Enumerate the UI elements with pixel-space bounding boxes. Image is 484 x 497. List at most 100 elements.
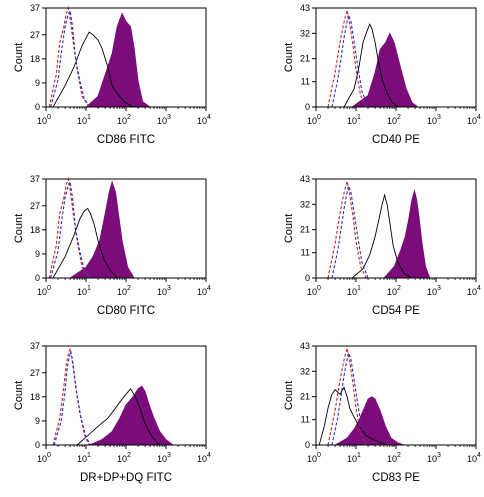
x-tick-exponent: 1 — [357, 114, 361, 121]
filled-histogram — [68, 180, 135, 279]
y-tick-label: 0 — [35, 273, 40, 283]
x-tick-base: 10 — [307, 454, 317, 464]
y-tick-label: 43 — [300, 174, 310, 184]
x-tick-base: 10 — [157, 454, 167, 464]
x-tick-base: 10 — [427, 454, 437, 464]
y-tick-label: 21 — [300, 392, 310, 402]
x-tick-exponent: 2 — [127, 285, 131, 292]
y-tick-label: 32 — [300, 199, 310, 209]
x-axis-label: DR+DP+DQ FITC — [80, 472, 172, 484]
x-axis-label: CD83 PE — [372, 472, 420, 484]
x-axis-label: CD86 FITC — [97, 134, 155, 146]
x-tick-label: 100 — [307, 285, 321, 297]
x-tick-exponent: 4 — [477, 285, 481, 292]
x-tick-base: 10 — [387, 454, 397, 464]
y-tick-label: 21 — [300, 54, 310, 64]
x-tick-exponent: 2 — [397, 114, 401, 121]
y-tick-label: 9 — [35, 78, 40, 88]
y-axis-label: Count — [283, 214, 295, 243]
x-tick-label: 101 — [77, 114, 91, 126]
x-tick-exponent: 3 — [167, 114, 171, 121]
y-tick-label: 11 — [301, 77, 310, 87]
x-tick-exponent: 3 — [437, 114, 441, 121]
y-tick-label: 18 — [30, 392, 40, 402]
x-tick-label: 101 — [347, 285, 361, 297]
x-tick-base: 10 — [427, 287, 437, 297]
x-tick-exponent: 2 — [127, 114, 131, 121]
dashed-histogram — [52, 346, 90, 446]
x-tick-exponent: 1 — [87, 285, 91, 292]
open-histogram — [52, 31, 134, 108]
x-tick-label: 100 — [307, 452, 321, 464]
x-tick-label: 100 — [37, 285, 51, 297]
x-tick-base: 10 — [347, 287, 357, 297]
y-tick-label: 9 — [35, 416, 40, 426]
y-tick-label: 37 — [30, 174, 40, 184]
filled-histogram — [89, 385, 175, 446]
filled-histogram — [46, 12, 152, 108]
plot-frame — [315, 345, 477, 446]
x-tick-base: 10 — [467, 454, 477, 464]
x-tick-exponent: 1 — [357, 452, 361, 459]
x-tick-label: 103 — [427, 285, 441, 297]
dashed-histogram — [327, 181, 367, 279]
x-tick-label: 104 — [467, 285, 481, 297]
dashed-histogram — [50, 8, 92, 108]
x-tick-base: 10 — [77, 116, 87, 126]
y-tick-label: 18 — [30, 225, 40, 235]
y-tick-label: 0 — [305, 273, 310, 283]
x-tick-exponent: 0 — [317, 452, 321, 459]
y-tick-label: 0 — [305, 440, 310, 450]
y-tick-label: 37 — [30, 341, 40, 351]
x-tick-label: 103 — [427, 114, 441, 126]
x-tick-exponent: 1 — [87, 114, 91, 121]
x-tick-exponent: 3 — [437, 285, 441, 292]
x-tick-base: 10 — [117, 116, 127, 126]
x-tick-exponent: 0 — [317, 114, 321, 121]
x-tick-base: 10 — [37, 287, 47, 297]
y-tick-label: 11 — [301, 415, 310, 425]
open-histogram — [351, 193, 413, 279]
x-tick-exponent: 4 — [477, 114, 481, 121]
y-axis-label: Count — [13, 43, 25, 72]
open-histogram — [343, 22, 400, 108]
x-axis-label: CD40 PE — [372, 134, 420, 146]
y-axis-label: Count — [283, 43, 295, 72]
x-tick-exponent: 1 — [357, 285, 361, 292]
dashed-histogram — [327, 10, 367, 108]
x-tick-base: 10 — [387, 116, 397, 126]
x-tick-exponent: 2 — [127, 452, 131, 459]
x-tick-base: 10 — [427, 116, 437, 126]
y-tick-label: 18 — [30, 54, 40, 64]
y-tick-label: 21 — [300, 225, 310, 235]
x-tick-exponent: 0 — [317, 285, 321, 292]
filled-histogram — [383, 188, 431, 279]
x-tick-label: 102 — [117, 114, 131, 126]
y-tick-label: 43 — [300, 3, 310, 13]
x-tick-label: 103 — [157, 285, 171, 297]
x-tick-base: 10 — [37, 116, 47, 126]
x-tick-base: 10 — [77, 287, 87, 297]
x-tick-base: 10 — [467, 116, 477, 126]
x-tick-label: 101 — [77, 285, 91, 297]
y-tick-label: 32 — [300, 28, 310, 38]
x-tick-label: 100 — [37, 452, 51, 464]
x-tick-label: 102 — [117, 452, 131, 464]
x-tick-label: 103 — [157, 114, 171, 126]
dashed-histogram — [53, 351, 92, 446]
x-tick-base: 10 — [387, 287, 397, 297]
x-tick-base: 10 — [347, 454, 357, 464]
dashed-histogram — [327, 348, 367, 446]
filled-histogram — [350, 32, 419, 108]
open-histogram — [318, 386, 388, 446]
y-tick-label: 27 — [30, 368, 40, 378]
x-tick-exponent: 4 — [207, 452, 211, 459]
y-tick-label: 32 — [300, 366, 310, 376]
x-tick-exponent: 4 — [207, 114, 211, 121]
x-tick-base: 10 — [117, 287, 127, 297]
x-tick-exponent: 2 — [397, 452, 401, 459]
x-tick-label: 101 — [77, 452, 91, 464]
